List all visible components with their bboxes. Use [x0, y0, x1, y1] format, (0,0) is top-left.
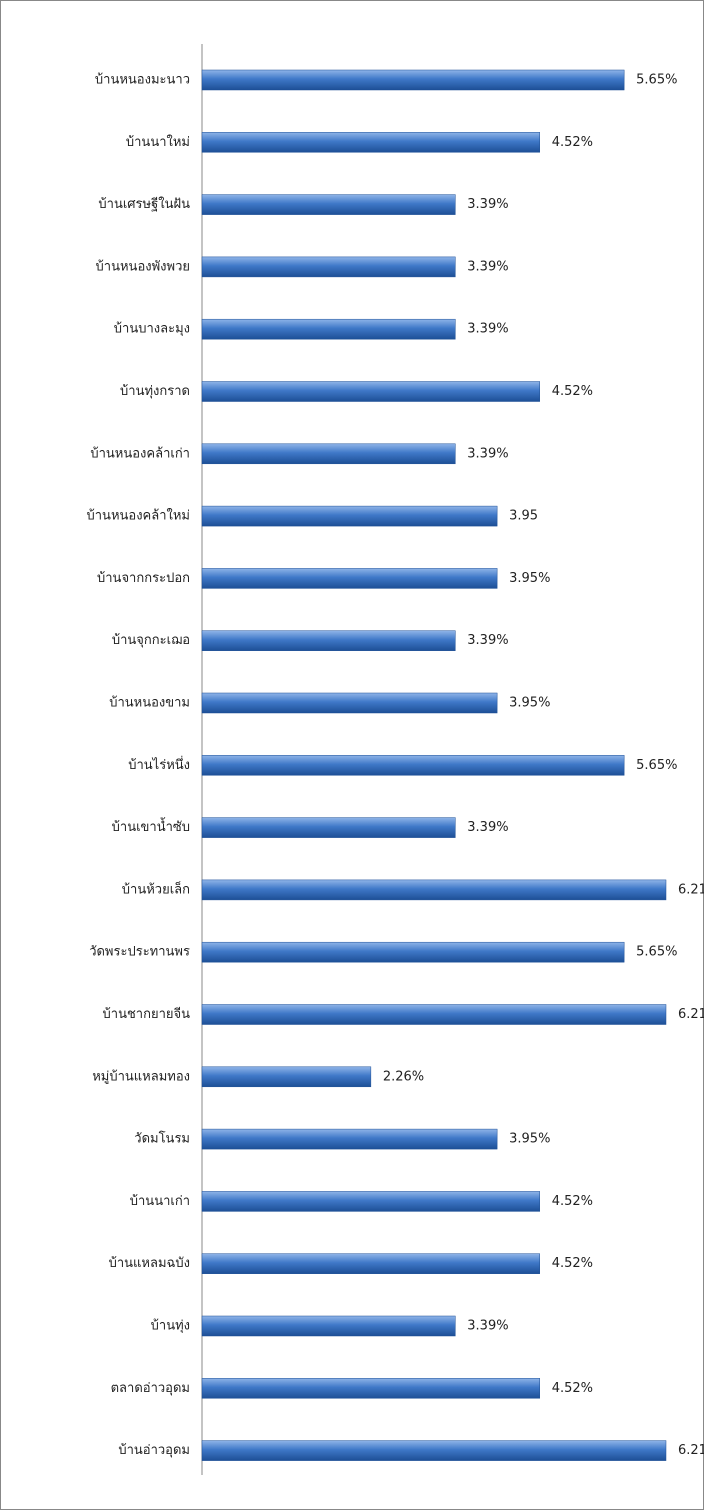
- data-label: 3.95%: [509, 1132, 550, 1147]
- category-label: บ้านเขาน้ำซับ: [112, 817, 190, 835]
- data-label: 3.39%: [467, 633, 508, 648]
- data-label: 3.39%: [467, 1319, 508, 1334]
- category-label: บ้านหนองพังพวย: [96, 259, 190, 274]
- bar: [201, 443, 456, 465]
- data-label: 4.52%: [552, 1381, 593, 1396]
- category-label: บ้านจากกระปอก: [97, 571, 190, 586]
- category-label: บ้านทุ่งกราด: [120, 384, 190, 399]
- category-label: วัดพระประทานพร: [89, 945, 190, 960]
- bar: [201, 755, 625, 776]
- category-label: บ้านนาเก่า: [130, 1194, 190, 1209]
- data-label: 6.21%: [678, 1443, 704, 1458]
- bar: [201, 817, 456, 838]
- bar: [201, 941, 625, 963]
- bar: [201, 318, 456, 340]
- category-label: บ้านห้วยเล็ก: [122, 879, 190, 897]
- data-label: 3.39%: [467, 259, 508, 274]
- bar: [201, 381, 540, 402]
- category-label: บ้านเศรษฐีในฝัน: [98, 196, 190, 212]
- bar: [201, 568, 498, 589]
- category-label: บ้านจุกกะเฌอ: [112, 633, 190, 648]
- data-label: 6.21%: [678, 1007, 704, 1022]
- bar: [201, 1315, 456, 1337]
- bar: [201, 132, 540, 153]
- category-label: วัดมโนรม: [134, 1131, 190, 1147]
- category-label: บ้านหนองขาม: [109, 696, 190, 711]
- data-label: 3.39%: [467, 197, 508, 212]
- bar: [201, 1253, 540, 1274]
- category-label: หมู่บ้านแหลมทอง: [92, 1069, 190, 1084]
- bar: [201, 256, 456, 278]
- bar: [201, 505, 498, 527]
- bar: [201, 879, 667, 901]
- category-label: บ้านทุ่ง: [151, 1319, 190, 1334]
- category-label: บ้านหนองคล้าใหม่: [87, 508, 191, 524]
- bar: [201, 1378, 540, 1399]
- data-label: 3.39%: [467, 446, 508, 461]
- bar: [201, 1128, 498, 1150]
- data-label: 3.39%: [467, 322, 508, 337]
- bar: [201, 1191, 540, 1212]
- category-label: บ้านหนองคล้าเก่า: [90, 446, 190, 461]
- data-label: 3.95%: [509, 696, 550, 711]
- category-label: บ้านไร่หนึ่ง: [128, 756, 190, 773]
- category-label: บ้านนาใหม่: [126, 134, 190, 150]
- data-label: 3.39%: [467, 820, 508, 835]
- bar: [201, 1440, 667, 1461]
- data-label: 4.52%: [552, 1194, 593, 1209]
- data-label: 5.65%: [636, 758, 677, 773]
- category-label: บ้านบางละมุง: [114, 322, 190, 337]
- category-label: บ้านชากยายจีน: [103, 1006, 191, 1022]
- data-label: 5.65%: [636, 73, 677, 88]
- data-label: 2.26%: [383, 1069, 424, 1084]
- bar: [201, 630, 456, 651]
- data-label: 3.95: [509, 509, 538, 524]
- data-label: 5.65%: [636, 945, 677, 960]
- category-label: บ้านแหลมฉบัง: [109, 1256, 190, 1271]
- data-label: 3.95%: [509, 571, 550, 586]
- data-label: 4.52%: [552, 1256, 593, 1271]
- bar: [201, 692, 498, 714]
- category-label: บ้านอ่าวอุดม: [118, 1443, 190, 1458]
- data-label: 4.52%: [552, 384, 593, 399]
- data-label: 6.21%: [678, 882, 704, 897]
- category-label: ตลาดอ่าวอุดม: [111, 1381, 190, 1396]
- bar: [201, 1004, 667, 1025]
- bar: [201, 194, 456, 215]
- data-label: 4.52%: [552, 135, 593, 150]
- category-label: บ้านหนองมะนาว: [95, 73, 190, 88]
- bar: [201, 1066, 372, 1088]
- bar: [201, 69, 625, 91]
